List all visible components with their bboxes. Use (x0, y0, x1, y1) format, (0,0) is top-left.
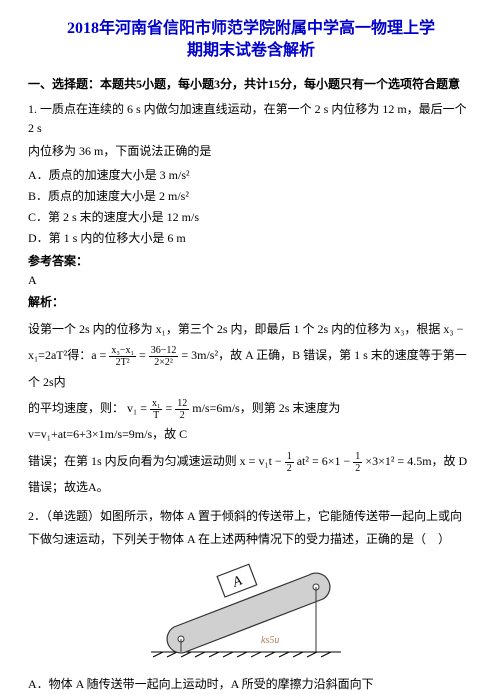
q1-exp-d-left: 错误；在第 1s 内反向看为匀减速运动则 (28, 454, 237, 468)
q2-option-a: A．物体 A 随传送带一起向上运动时，A 所受的摩擦力沿斜面向下 (28, 675, 474, 694)
fraction-2: 36−12 2×2² (149, 345, 179, 368)
q1-stem-line2: 内位移为 36 m，下面说法正确的是 (28, 142, 474, 161)
q1-exp-eq1-left: x₁=2aT²得：a = (28, 348, 106, 362)
q1-option-c: C．第 2 s 末的速度大小是 12 m/s (28, 208, 474, 227)
q1-exp-d-mid2: at² = 6×1 − (297, 454, 354, 468)
fraction-3: x₁ T (150, 398, 163, 421)
fraction-4: 12 2 (175, 398, 189, 421)
q1-exp-v1-left: 的平均速度，则： (28, 401, 124, 415)
q1-exp-pre: 设第一个 2s 内的位移为 x₁，第三个 2s 内，即最后 1 个 2s 内的位… (28, 322, 463, 336)
q1-option-a: A．质点的加速度大小是 3 m/s² (28, 166, 474, 185)
title-line-2: 期期末试卷含解析 (28, 40, 474, 62)
conveyor-diagram: A ks5u (141, 557, 361, 667)
q2-stem-line1: 2．（单选题）如图所示，物体 A 置于倾斜的传送带上，它能随传送带一起向上或向 (28, 507, 474, 526)
q1-explanation: 设第一个 2s 内的位移为 x₁，第三个 2s 内，即最后 1 个 2s 内的位… (28, 316, 474, 501)
q1-option-d: D．第 1 s 内的位移大小是 6 m (28, 229, 474, 248)
q1-option-b: B．质点的加速度大小是 2 m/s² (28, 187, 474, 206)
logo-text: ks5u (261, 635, 279, 646)
q1-exp-eq1-mid: = (139, 348, 149, 362)
title-line-1: 2018年河南省信阳市师范学院附属中学高一物理上学 (28, 18, 474, 40)
q1-exp-eqmid2: = (165, 401, 175, 415)
q1-answer: A (28, 271, 474, 290)
q1-stem-line1: 1. 一质点在连续的 6 s 内做匀加速直线运动，在第一个 2 s 内位移为 1… (28, 100, 474, 138)
answer-label: 参考答案： (28, 252, 474, 271)
fraction-1: x₃−x₁ 2T² (109, 345, 136, 368)
fraction-6: 1 2 (353, 451, 362, 474)
analysis-label: 解析： (28, 295, 64, 309)
q2-stem-line2: 下做匀速运动，下列关于物体 A 在上述两种情况下的受力描述，正确的是（ ） (28, 530, 474, 549)
section-1-heading: 一、选择题：本题共5小题，每小题3分，共计15分，每小题只有一个选项符合题意 (28, 75, 474, 94)
fraction-5: 1 2 (285, 451, 294, 474)
q1-exp-d-mid: x = v₁t − (240, 454, 285, 468)
q1-exp-v1-mid: v₁ = (127, 401, 150, 415)
